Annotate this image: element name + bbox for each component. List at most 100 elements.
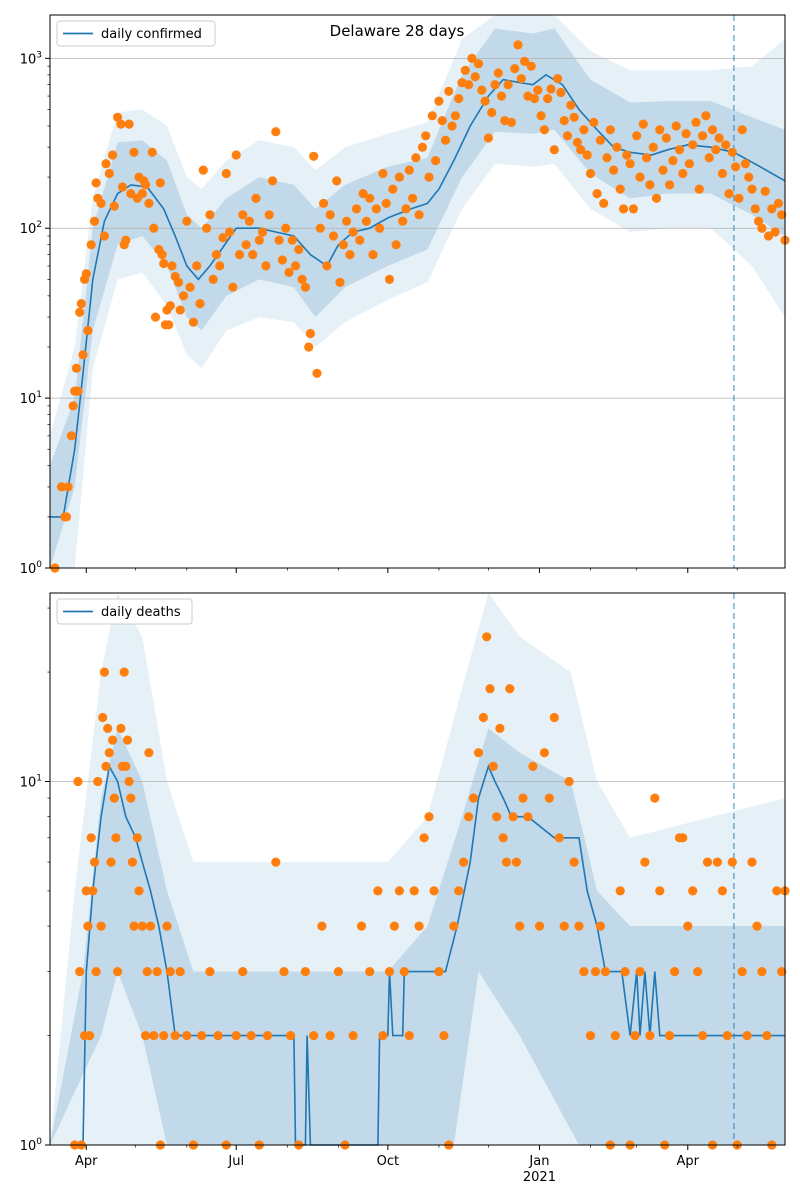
data-point [225,227,235,237]
data-point [113,967,123,977]
data-point [449,921,459,931]
data-point [670,967,680,977]
data-point [526,61,536,71]
data-point [348,1031,358,1041]
data-point [202,223,212,233]
data-point [147,147,157,157]
data-point [319,198,329,208]
data-point [693,967,703,977]
data-point [515,921,525,931]
data-point [170,1031,180,1041]
y-axis-confirmed: 100 101 102 103 [20,50,50,577]
data-point [556,87,566,98]
data-point [384,967,395,977]
data-point [566,100,576,110]
data-point [665,180,675,190]
data-point [103,723,113,734]
data-point [141,180,151,190]
data-point [61,512,72,522]
data-point [518,793,528,803]
data-point [493,68,503,78]
data-point [137,189,147,199]
legend-deaths: daily deaths [56,598,193,625]
data-point [688,140,698,150]
data-point [325,210,335,220]
data-point [312,368,322,378]
data-point [234,250,245,260]
data-point [691,117,701,127]
data-point [332,176,342,186]
data-point [622,150,632,160]
data-point [513,40,523,50]
data-point [129,921,139,931]
data-point [93,776,103,787]
data-point [544,793,554,803]
data-point [503,80,513,90]
legend-label: daily confirmed [101,27,202,42]
data-point [737,967,747,977]
data-point [612,142,622,152]
data-point [261,261,271,271]
data-point [129,147,139,157]
confidence-band-1 [50,728,785,1145]
data-point [365,193,375,203]
data-point [68,401,78,411]
data-point [391,240,401,250]
data-point [701,111,711,121]
x-tick-label: Apr [677,1154,700,1169]
data-point [96,921,106,931]
data-point [711,145,721,155]
data-point [740,159,751,169]
data-point [429,886,439,896]
data-point [328,231,339,241]
data-point [698,1031,708,1041]
data-point [772,886,782,896]
data-point [543,94,553,104]
data-point [271,857,281,867]
data-point [704,153,714,163]
data-point [121,235,131,245]
data-point [124,119,134,129]
data-point [409,886,419,896]
data-point [365,967,375,977]
data-point [173,277,184,287]
data-point [281,223,291,233]
data-point [83,325,93,336]
data-point [205,967,215,977]
data-point [121,761,131,772]
data-point [559,116,569,126]
data-point [356,921,367,931]
data-point [348,227,358,237]
data-point [506,117,516,127]
data-point [159,258,169,269]
data-point [539,125,550,135]
data-point [523,812,533,822]
data-point [754,216,764,226]
data-point [431,156,441,166]
data-point [645,180,655,190]
data-point [731,162,741,172]
data-point [444,86,454,96]
data-point [116,119,126,129]
data-point [752,921,762,931]
data-point [579,967,589,977]
x-tick-label: Oct [377,1154,399,1169]
data-point [467,53,477,64]
data-point [468,793,479,803]
data-point [592,189,602,199]
data-point [108,735,118,745]
data-point [554,833,564,843]
data-point [747,184,757,194]
data-point [325,1031,335,1041]
data-point [126,793,136,803]
data-point [770,227,780,237]
data-point [305,328,315,339]
data-point [157,250,167,260]
data-point [702,857,713,867]
data-point [529,94,540,104]
data-point [495,723,505,734]
data-point [599,198,609,208]
data-point [127,857,137,867]
